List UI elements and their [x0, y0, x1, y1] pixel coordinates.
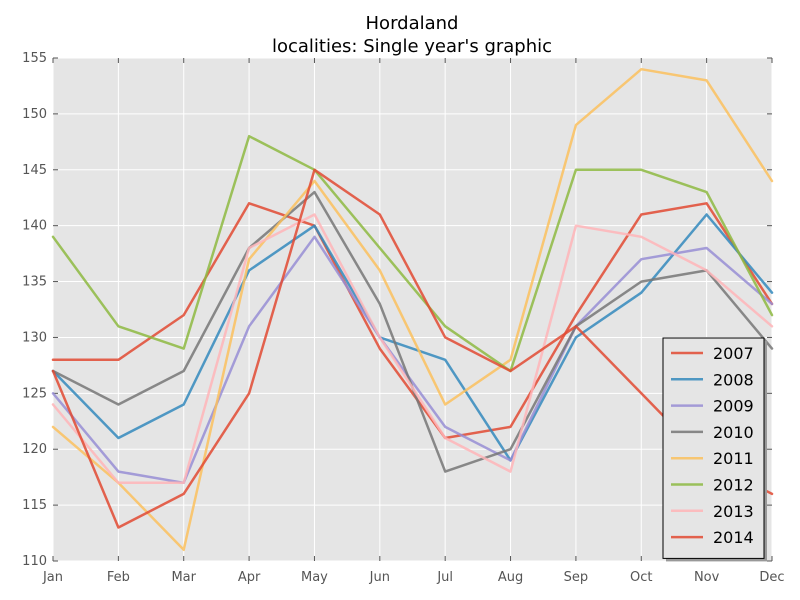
- x-tick-label: Dec: [759, 570, 784, 585]
- x-tick-label: Aug: [498, 570, 523, 585]
- x-tick-label: Jan: [42, 570, 63, 585]
- y-tick-label: 120: [22, 442, 47, 457]
- legend-label-2010: 2010: [713, 423, 754, 442]
- series-line-2013: [51, 213, 774, 485]
- legend-label-2012: 2012: [713, 476, 754, 495]
- x-tick-label: Feb: [107, 570, 130, 585]
- x-tick-label: Jun: [369, 570, 390, 585]
- legend-label-2009: 2009: [713, 397, 754, 416]
- y-tick-label: 155: [22, 51, 47, 66]
- series-line-2011: [51, 67, 774, 552]
- y-tick-label: 145: [22, 163, 47, 178]
- legend-label-2013: 2013: [713, 502, 754, 521]
- y-tick-label: 115: [22, 498, 47, 513]
- legend-box: [662, 337, 765, 559]
- legend-label-2014: 2014: [713, 528, 754, 547]
- y-tick-label: 130: [22, 330, 47, 345]
- x-tick-label: Jul: [436, 570, 453, 585]
- series-line-2012: [51, 134, 774, 373]
- chart-subtitle: localities: Single year's graphic: [272, 36, 552, 57]
- plot-area: 110 115 120 125 130 135 140 145 150 155 Jan Feb Mar A…: [22, 51, 784, 585]
- plot-background: [53, 58, 772, 561]
- x-tick-label: Sep: [564, 570, 589, 585]
- series-line-2014: [51, 168, 774, 529]
- y-tick-label: 140: [22, 219, 47, 234]
- y-tick-label: 150: [22, 107, 47, 122]
- x-tick-label: Mar: [171, 570, 196, 585]
- legend-label-2008: 2008: [713, 370, 754, 389]
- y-tick-label: 135: [22, 275, 47, 290]
- x-tick-label: Oct: [630, 570, 652, 585]
- series-line-2007: [51, 202, 774, 440]
- legend-label-2011: 2011: [713, 449, 754, 468]
- series-line-2009: [51, 235, 774, 485]
- y-tick-label: 125: [22, 386, 47, 401]
- chart-title: Hordaland: [366, 13, 459, 34]
- x-tick-label: May: [301, 570, 328, 585]
- y-tick-label: 110: [22, 554, 47, 569]
- x-tick-label: Apr: [238, 570, 261, 585]
- x-tick-label: Nov: [694, 570, 720, 585]
- legend-label-2007: 2007: [713, 344, 754, 363]
